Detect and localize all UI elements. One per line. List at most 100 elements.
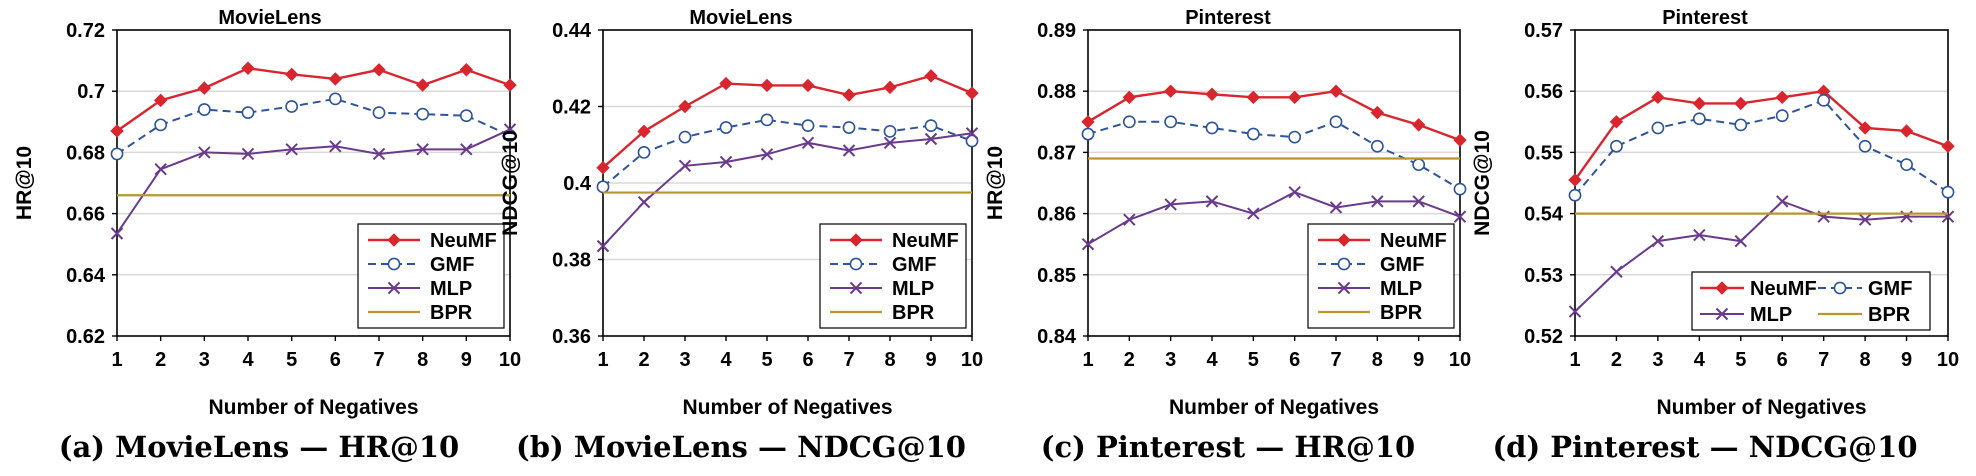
- marker-stroke: [1205, 195, 1219, 208]
- y-tick-label: 0.66: [66, 204, 105, 226]
- series-line: [1087, 191, 1461, 246]
- data-point: [1734, 118, 1748, 132]
- legend-label: GMF: [430, 254, 474, 276]
- x-tick-label: 6: [330, 349, 341, 371]
- y-tick-label: 0.38: [552, 250, 591, 272]
- marker-stroke: [416, 143, 429, 156]
- y-axis-label: NDCG@10: [499, 130, 522, 236]
- data-point: [1205, 121, 1219, 135]
- marker-stroke: [1568, 305, 1582, 318]
- x-tick-label: 9: [1413, 349, 1424, 371]
- data-point: [924, 119, 938, 133]
- data-point: [801, 78, 815, 93]
- subfigure-caption: (c) Pinterest — HR@10: [1041, 430, 1415, 464]
- y-tick-label: 0.86: [1037, 204, 1076, 226]
- x-tick-label: 1: [1082, 349, 1093, 371]
- data-point: [842, 88, 856, 102]
- marker-stroke: [1371, 195, 1384, 208]
- data-point: [1453, 182, 1467, 196]
- data-point: [416, 107, 430, 121]
- x-tick-label: 7: [1330, 349, 1341, 371]
- data-point: [372, 106, 386, 120]
- x-tick-label: 4: [1694, 349, 1706, 371]
- series-gmf: [1081, 115, 1467, 196]
- marker-stroke: [1715, 307, 1729, 321]
- series-line: [116, 67, 511, 132]
- data-point: [503, 78, 517, 92]
- y-tick-label: 0.68: [66, 142, 105, 164]
- data-point: [1370, 139, 1384, 153]
- x-tick-label: 10: [499, 349, 521, 371]
- series-line: [1087, 89, 1461, 142]
- marker-stroke: [198, 146, 211, 159]
- y-tick-label: 0.55: [1524, 142, 1563, 164]
- chart-title: MovieLens: [218, 7, 321, 29]
- marker-stroke: [503, 123, 517, 136]
- series-mlp: [110, 123, 517, 240]
- subfigure-caption: (a) MovieLens — HR@10: [59, 430, 459, 464]
- data-point: [1651, 121, 1665, 135]
- legend-box: [1691, 271, 1931, 331]
- marker-stroke: [842, 144, 856, 157]
- x-tick-label: 2: [638, 349, 649, 371]
- series-line: [602, 118, 973, 188]
- x-tick-label: 9: [461, 349, 472, 371]
- marker-stroke: [285, 143, 298, 156]
- data-point: [1453, 210, 1467, 223]
- data-point: [678, 130, 692, 144]
- x-tick-label: 6: [802, 349, 813, 371]
- legend-box: [1307, 223, 1455, 329]
- data-point: [372, 147, 386, 161]
- data-point: [1122, 90, 1137, 105]
- data-point: [1412, 158, 1426, 172]
- x-tick-label: 1: [597, 349, 608, 371]
- legend-label: NeuMF: [1750, 278, 1817, 300]
- series-neumf: [1081, 84, 1467, 147]
- x-tick-label: 5: [286, 349, 297, 371]
- data-point: [1288, 185, 1301, 199]
- data-point: [1858, 121, 1872, 135]
- data-point: [416, 143, 429, 156]
- marker-stroke: [154, 163, 167, 176]
- marker-stroke: [678, 159, 692, 172]
- chart-title: Pinterest: [1662, 7, 1748, 29]
- x-tick-label: 6: [1289, 349, 1300, 371]
- data-point: [459, 109, 473, 123]
- y-axis-label: NDCG@10: [1471, 130, 1494, 236]
- data-point: [801, 119, 815, 133]
- data-point: [1776, 195, 1789, 208]
- marker-stroke: [1081, 237, 1095, 251]
- x-axis-label: Number of Negatives: [682, 396, 892, 419]
- data-point: [198, 146, 211, 159]
- data-point: [1775, 109, 1789, 123]
- data-point: [1568, 188, 1582, 202]
- data-point: [719, 121, 733, 134]
- data-point: [678, 99, 692, 114]
- data-point: [1899, 124, 1914, 138]
- data-point: [110, 124, 124, 138]
- series-line: [116, 97, 511, 155]
- marker-stroke: [460, 143, 473, 156]
- legend-label: MLP: [892, 278, 934, 300]
- data-point: [1205, 87, 1219, 101]
- marker-stroke: [596, 239, 610, 253]
- legend-label: NeuMF: [1380, 230, 1447, 252]
- series-neumf: [1568, 84, 1955, 187]
- y-tick-label: 0.53: [1524, 265, 1563, 287]
- data-point: [241, 106, 255, 120]
- y-tick-label: 0.64: [66, 265, 106, 287]
- legend-label: NeuMF: [430, 230, 497, 252]
- legend-marker: [1337, 281, 1351, 295]
- data-point: [883, 124, 897, 138]
- data-point: [883, 80, 897, 95]
- data-point: [285, 100, 299, 113]
- data-point: [1858, 139, 1872, 153]
- data-point: [1122, 115, 1136, 129]
- data-point: [842, 121, 856, 134]
- marker-stroke: [1453, 210, 1467, 223]
- legend-marker: [849, 257, 863, 271]
- x-tick-label: 4: [720, 349, 732, 371]
- series-mlp: [1568, 195, 1955, 318]
- series-line: [602, 74, 973, 169]
- y-tick-label: 0.52: [1524, 326, 1563, 348]
